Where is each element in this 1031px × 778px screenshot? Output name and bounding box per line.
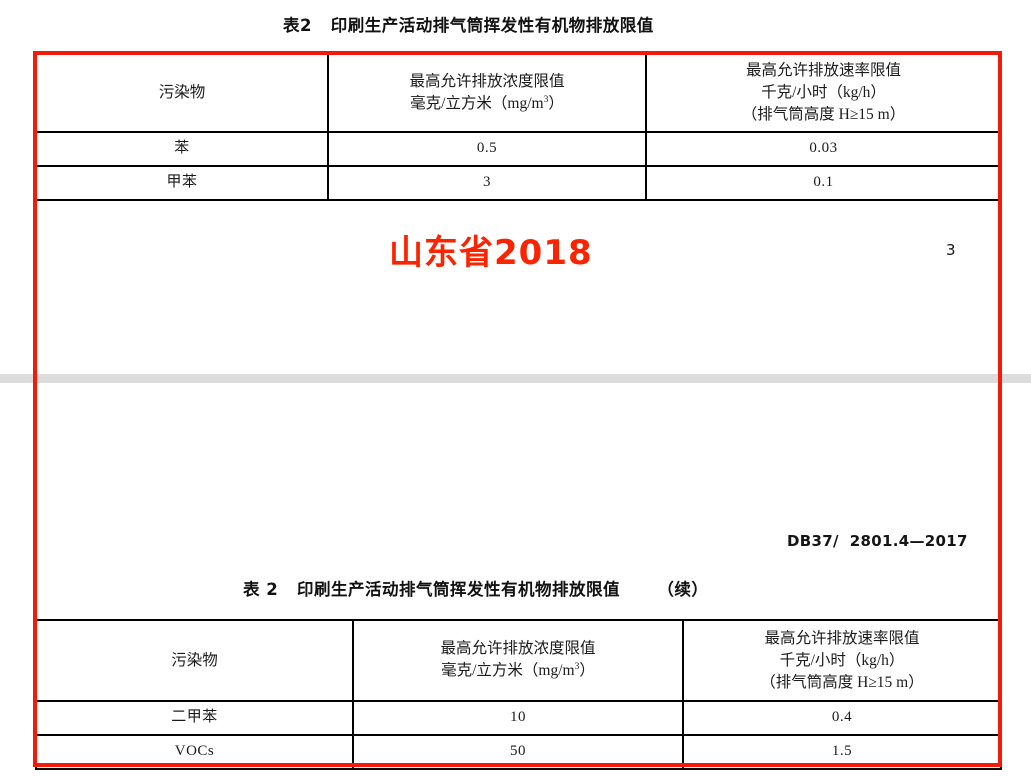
cell-pollutant: 甲苯 xyxy=(35,165,329,201)
header-unit-line: 毫克/立方米（mg/m3） xyxy=(329,93,645,115)
cell-pollutant: 二甲苯 xyxy=(35,700,354,736)
cell-concentration: 10 xyxy=(352,700,684,736)
cell-pollutant: VOCs xyxy=(35,734,354,770)
emission-limits-table-2: 污染物 最高允许排放浓度限值 毫克/立方米（mg/m3） 最高允许排放速率限值 … xyxy=(35,619,1002,770)
table-header-row: 污染物 最高允许排放浓度限值 毫克/立方米（mg/m3） 最高允许排放速率限值 … xyxy=(35,53,1002,133)
header-unit-tail: ） xyxy=(548,95,564,113)
column-header-pollutant: 污染物 xyxy=(35,619,354,702)
standard-number-header: DB37/ 2801.4—2017 xyxy=(787,532,968,550)
cell-pollutant: 苯 xyxy=(35,131,329,167)
cell-rate: 0.03 xyxy=(645,131,1002,167)
cell-concentration: 3 xyxy=(327,165,647,201)
cell-rate: 0.4 xyxy=(682,700,1002,736)
column-header-rate: 最高允许排放速率限值 千克/小时（kg/h） （排气筒高度 H≥15 m） xyxy=(682,619,1002,702)
cell-rate: 0.1 xyxy=(645,165,1002,201)
header-unit-line: 千克/小时（kg/h） xyxy=(779,651,905,669)
header-line: 污染物 xyxy=(171,651,218,669)
table-row: 二甲苯 10 0.4 xyxy=(35,700,1002,736)
table-row: 苯 0.5 0.03 xyxy=(35,131,1002,167)
emission-limits-table-1: 污染物 最高允许排放浓度限值 毫克/立方米（mg/m3） 最高允许排放速率限值 … xyxy=(35,53,1002,201)
header-line: 最高允许排放浓度限值 xyxy=(440,640,596,658)
cell-concentration: 50 xyxy=(352,734,684,770)
column-header-rate: 最高允许排放速率限值 千克/小时（kg/h） （排气筒高度 H≥15 m） xyxy=(645,53,1002,133)
table-row: 甲苯 3 0.1 xyxy=(35,165,1002,201)
header-line: 污染物 xyxy=(158,84,206,101)
header-unit-line: 千克/小时（kg/h） xyxy=(761,84,886,101)
header-line: 最高允许排放速率限值 xyxy=(745,62,901,79)
header-unit-text: 毫克/立方米（mg/m xyxy=(441,662,575,680)
table-2-title: 表 2 印刷生产活动排气筒挥发性有机物排放限值 （续） xyxy=(243,580,709,599)
header-condition-line: （排气筒高度 H≥15 m） xyxy=(741,106,906,123)
page-number: 3 xyxy=(946,241,956,259)
table-1-title: 表2 印刷生产活动排气筒挥发性有机物排放限值 xyxy=(283,16,654,35)
header-unit-line: 毫克/立方米（mg/m3） xyxy=(354,660,682,682)
header-condition-line: （排气筒高度 H≥15 m） xyxy=(760,673,924,691)
cell-concentration: 0.5 xyxy=(327,131,647,167)
column-header-concentration: 最高允许排放浓度限值 毫克/立方米（mg/m3） xyxy=(352,619,684,702)
unit-superscript: 3 xyxy=(543,93,549,105)
unit-superscript: 3 xyxy=(574,661,580,673)
page-break-band xyxy=(0,374,1031,383)
column-header-pollutant: 污染物 xyxy=(35,53,329,133)
header-line: 最高允许排放浓度限值 xyxy=(409,72,565,90)
cell-rate: 1.5 xyxy=(682,734,1002,770)
column-header-concentration: 最高允许排放浓度限值 毫克/立方米（mg/m3） xyxy=(327,53,647,133)
header-unit-tail: ） xyxy=(579,662,595,680)
header-line: 最高允许排放速率限值 xyxy=(764,629,920,647)
table-header-row: 污染物 最高允许排放浓度限值 毫克/立方米（mg/m3） 最高允许排放速率限值 … xyxy=(35,619,1002,702)
header-unit-text: 毫克/立方米（mg/m xyxy=(410,95,544,113)
table-row: VOCs 50 1.5 xyxy=(35,734,1002,770)
red-watermark-text: 山东省2018 xyxy=(389,233,593,273)
